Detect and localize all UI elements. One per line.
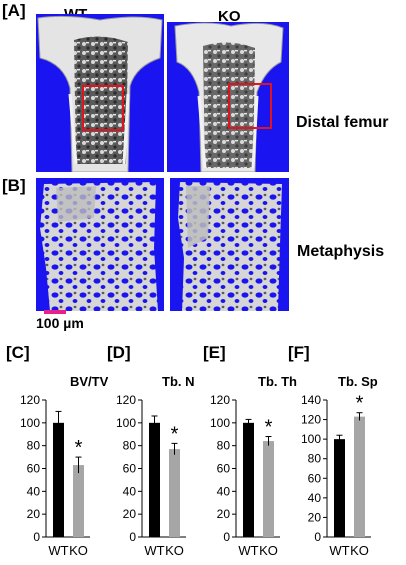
femur-wt-render bbox=[37, 15, 163, 172]
y-tick-label: 60 bbox=[217, 462, 231, 476]
x-tick-label: KO bbox=[350, 543, 369, 558]
y-tick-label: 120 bbox=[20, 393, 40, 407]
scale-bar bbox=[44, 310, 66, 314]
bar-ko bbox=[73, 465, 84, 537]
y-tick-label: 140 bbox=[301, 393, 321, 407]
y-tick-label: 120 bbox=[301, 413, 321, 427]
x-tick-label: KO bbox=[69, 543, 88, 558]
chart-title: Tb. N bbox=[162, 374, 195, 389]
y-tick-label: 80 bbox=[308, 452, 322, 466]
distal-femur-wt-image bbox=[36, 14, 164, 172]
chart-title: BV/TV bbox=[70, 374, 109, 389]
y-tick-label: 0 bbox=[33, 530, 40, 544]
row-label-distal-femur: Distal femur bbox=[296, 114, 389, 131]
y-tick-label: 100 bbox=[301, 432, 321, 446]
bar-ko bbox=[263, 441, 274, 537]
y-tick-label: 80 bbox=[123, 439, 137, 453]
panel-label-d: [D] bbox=[107, 343, 131, 362]
y-tick-label: 60 bbox=[27, 462, 41, 476]
row-label-metaphysis: Metaphysis bbox=[297, 243, 385, 260]
panel-label-c: [C] bbox=[6, 343, 30, 362]
x-tick-label: WT bbox=[329, 543, 349, 558]
significance-marker: * bbox=[356, 393, 364, 415]
y-tick-label: 80 bbox=[27, 439, 41, 453]
y-tick-label: 60 bbox=[308, 471, 322, 485]
x-tick-label: KO bbox=[165, 543, 184, 558]
y-tick-label: 0 bbox=[223, 530, 230, 544]
y-tick-label: 20 bbox=[308, 510, 322, 524]
y-tick-label: 20 bbox=[123, 507, 137, 521]
bar-wt bbox=[149, 422, 160, 537]
bar-wt bbox=[334, 439, 345, 537]
bar-ko bbox=[354, 416, 365, 537]
significance-marker: * bbox=[265, 417, 273, 439]
scale-bar-label: 100 µm bbox=[36, 315, 84, 331]
panel-label-e: [E] bbox=[203, 343, 226, 362]
column-label-ko: KO bbox=[218, 8, 241, 25]
y-tick-label: 60 bbox=[123, 462, 137, 476]
bar-ko bbox=[169, 449, 180, 537]
roi-box bbox=[228, 83, 272, 129]
y-tick-label: 0 bbox=[314, 530, 321, 544]
chart-title: Tb. Th bbox=[258, 374, 297, 389]
y-tick-label: 100 bbox=[210, 416, 230, 430]
roi-box bbox=[82, 85, 124, 131]
metaphysis-wt-image bbox=[36, 178, 164, 311]
x-tick-label: WT bbox=[144, 543, 164, 558]
y-tick-label: 80 bbox=[217, 439, 231, 453]
chart-title: Tb. Sp bbox=[338, 374, 378, 389]
y-tick-label: 0 bbox=[129, 530, 136, 544]
distal-femur-ko-image bbox=[167, 22, 289, 172]
metaphysis-wt-render bbox=[40, 182, 158, 311]
panel-label-b: [B] bbox=[2, 176, 26, 195]
bar-wt bbox=[53, 422, 64, 537]
x-tick-label: WT bbox=[48, 543, 68, 558]
y-tick-label: 100 bbox=[20, 416, 40, 430]
femur-ko-render bbox=[174, 22, 284, 172]
significance-marker: * bbox=[171, 423, 179, 445]
x-tick-label: KO bbox=[259, 543, 278, 558]
y-tick-label: 40 bbox=[217, 484, 231, 498]
panel-label-f: [F] bbox=[288, 343, 310, 362]
metaphysis-ko-image bbox=[170, 178, 289, 311]
y-tick-label: 20 bbox=[217, 507, 231, 521]
y-tick-label: 100 bbox=[116, 416, 136, 430]
significance-marker: * bbox=[75, 437, 83, 459]
y-tick-label: 40 bbox=[27, 484, 41, 498]
y-tick-label: 120 bbox=[210, 393, 230, 407]
metaphysis-ko-render bbox=[178, 182, 282, 311]
y-tick-label: 20 bbox=[27, 507, 41, 521]
x-tick-label: WT bbox=[238, 543, 258, 558]
y-tick-label: 120 bbox=[116, 393, 136, 407]
y-tick-label: 40 bbox=[123, 484, 137, 498]
y-tick-label: 40 bbox=[308, 491, 322, 505]
bar-wt bbox=[243, 422, 254, 537]
panel-label-a: [A] bbox=[2, 1, 26, 20]
